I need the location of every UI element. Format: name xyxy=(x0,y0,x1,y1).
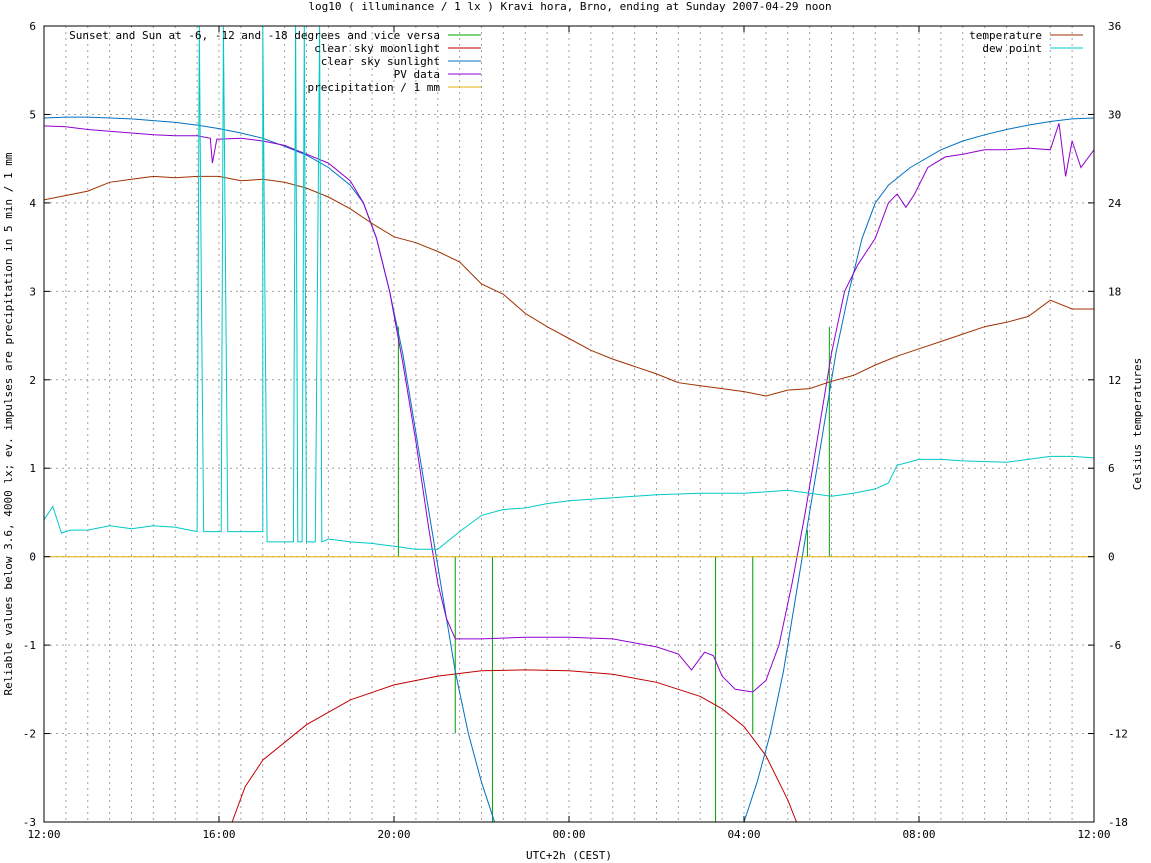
y-tick-label-right: 0 xyxy=(1108,551,1115,564)
legend-label: PV data xyxy=(394,68,440,81)
x-tick-label: 00:00 xyxy=(552,828,585,841)
legend-label: temperature xyxy=(969,29,1042,42)
y-axis-label-right: Celsius temperatures xyxy=(1131,358,1144,490)
x-tick-label: 04:00 xyxy=(727,828,760,841)
chart-title: log10 ( illuminance / 1 lx ) Kravi hora,… xyxy=(308,0,831,13)
y-tick-label-right: 12 xyxy=(1108,374,1121,387)
legend-label: dew point xyxy=(982,42,1042,55)
y-tick-label-left: 3 xyxy=(29,285,36,298)
y-tick-label-left: 5 xyxy=(29,108,36,121)
series-pv-data-line xyxy=(44,123,1094,693)
legend-label: Sunset and Sun at -6, -12 and -18 degree… xyxy=(69,29,440,42)
y-tick-label-left: 2 xyxy=(29,374,36,387)
y-tick-label-left: -2 xyxy=(23,728,36,741)
y-axis-label-left: Reliable values below 3.6, 4000 lx; ev. … xyxy=(2,152,15,695)
x-tick-label: 20:00 xyxy=(377,828,410,841)
legend-label: clear sky sunlight xyxy=(321,55,440,68)
grid-layer xyxy=(44,26,1094,822)
x-axis-label: UTC+2h (CEST) xyxy=(526,849,612,862)
x-tick-label: 08:00 xyxy=(902,828,935,841)
y-tick-label-right: 30 xyxy=(1108,108,1121,121)
y-tick-label-left: 0 xyxy=(29,551,36,564)
y-tick-label-right: -18 xyxy=(1108,816,1128,829)
tick-layer: 12:00 16:00 20:00 00:00 04:00 08:00 12:00-3-2-… xyxy=(23,20,1128,841)
y-tick-label-left: 6 xyxy=(29,20,36,33)
legend-label: precipitation / 1 mm xyxy=(308,81,441,94)
y-tick-label-left: 1 xyxy=(29,462,36,475)
x-tick-label: 12:00 xyxy=(27,828,60,841)
legend-layer: Sunset and Sun at -6, -12 and -18 degree… xyxy=(69,29,1083,94)
y-tick-label-right: 18 xyxy=(1108,285,1121,298)
series-clear-sky-sunlight-line xyxy=(44,116,1094,822)
y-tick-label-right: -12 xyxy=(1108,728,1128,741)
x-tick-label: 16:00 xyxy=(202,828,235,841)
y-tick-label-left: 4 xyxy=(29,197,36,210)
y-tick-label-left: -3 xyxy=(23,816,36,829)
series-dew-point-line xyxy=(44,26,1094,550)
y-tick-label-right: -6 xyxy=(1108,639,1121,652)
y-tick-label-right: 6 xyxy=(1108,462,1115,475)
legend-label: clear sky moonlight xyxy=(314,42,440,55)
series-clear-sky-moonlight-line xyxy=(231,669,797,822)
series-layer xyxy=(44,26,1094,822)
y-tick-label-right: 36 xyxy=(1108,20,1121,33)
series-temperature-line xyxy=(44,175,1094,397)
x-tick-label: 12:00 xyxy=(1077,828,1110,841)
y-tick-label-left: -1 xyxy=(23,639,36,652)
y-tick-label-right: 24 xyxy=(1108,197,1122,210)
